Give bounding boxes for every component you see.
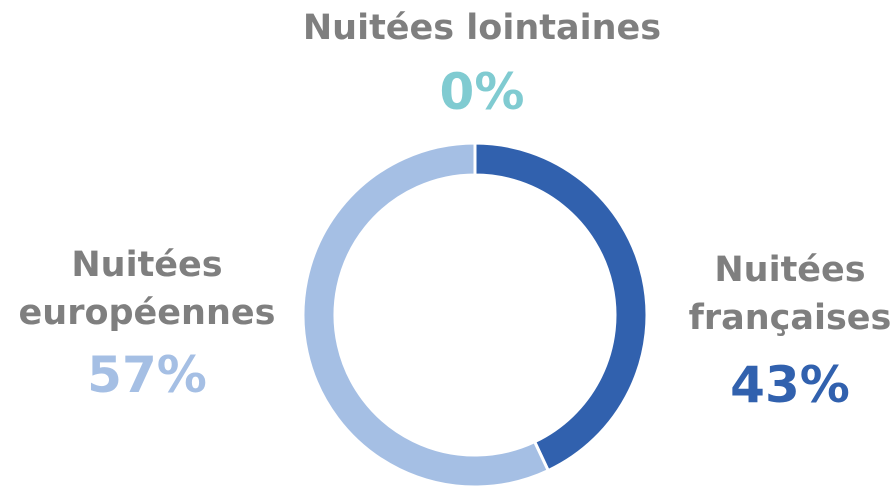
donut-slice — [301, 141, 551, 488]
category-label: Nuitées européennes — [18, 245, 276, 333]
value-label: 43% — [730, 356, 850, 414]
category-label: Nuitées françaises — [688, 250, 892, 338]
category-label: Nuitées lointaines — [302, 8, 662, 48]
value-label: 0% — [439, 63, 525, 121]
value-label: 57% — [87, 346, 207, 404]
donut-slice — [473, 141, 649, 473]
